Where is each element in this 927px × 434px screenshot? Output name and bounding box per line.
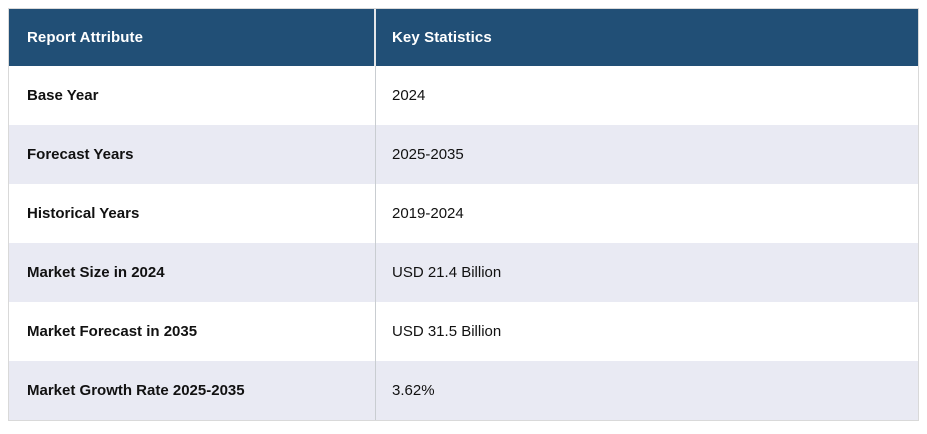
attribute-cell: Market Size in 2024 xyxy=(9,243,376,302)
attribute-cell: Historical Years xyxy=(9,184,376,243)
value-cell: 2025-2035 xyxy=(392,146,464,163)
attribute-cell: Base Year xyxy=(9,66,376,125)
value-cell: 3.62% xyxy=(392,382,435,399)
table-body: Base Year 2024 Forecast Years 2025-2035 … xyxy=(9,66,918,420)
table-row: Market Size in 2024 USD 21.4 Billion xyxy=(9,243,918,302)
table-row: Market Forecast in 2035 USD 31.5 Billion xyxy=(9,302,918,361)
column-header-report-attribute: Report Attribute xyxy=(9,9,376,66)
value-cell: USD 31.5 Billion xyxy=(392,323,502,340)
value-cell: 2019-2024 xyxy=(392,205,464,222)
table-header-row: Report Attribute Key Statistics xyxy=(9,9,918,66)
table-row: Forecast Years 2025-2035 xyxy=(9,125,918,184)
value-cell: 2024 xyxy=(392,87,426,104)
table-row: Market Growth Rate 2025-2035 3.62% xyxy=(9,361,918,420)
attribute-cell: Market Forecast in 2035 xyxy=(9,302,376,361)
value-cell: USD 21.4 Billion xyxy=(392,264,502,281)
column-header-key-statistics: Key Statistics xyxy=(392,29,492,46)
attribute-cell: Forecast Years xyxy=(9,125,376,184)
report-summary-table: Report Attribute Key Statistics Base Yea… xyxy=(8,8,919,421)
table-row: Base Year 2024 xyxy=(9,66,918,125)
table-row: Historical Years 2019-2024 xyxy=(9,184,918,243)
attribute-cell: Market Growth Rate 2025-2035 xyxy=(9,361,376,420)
